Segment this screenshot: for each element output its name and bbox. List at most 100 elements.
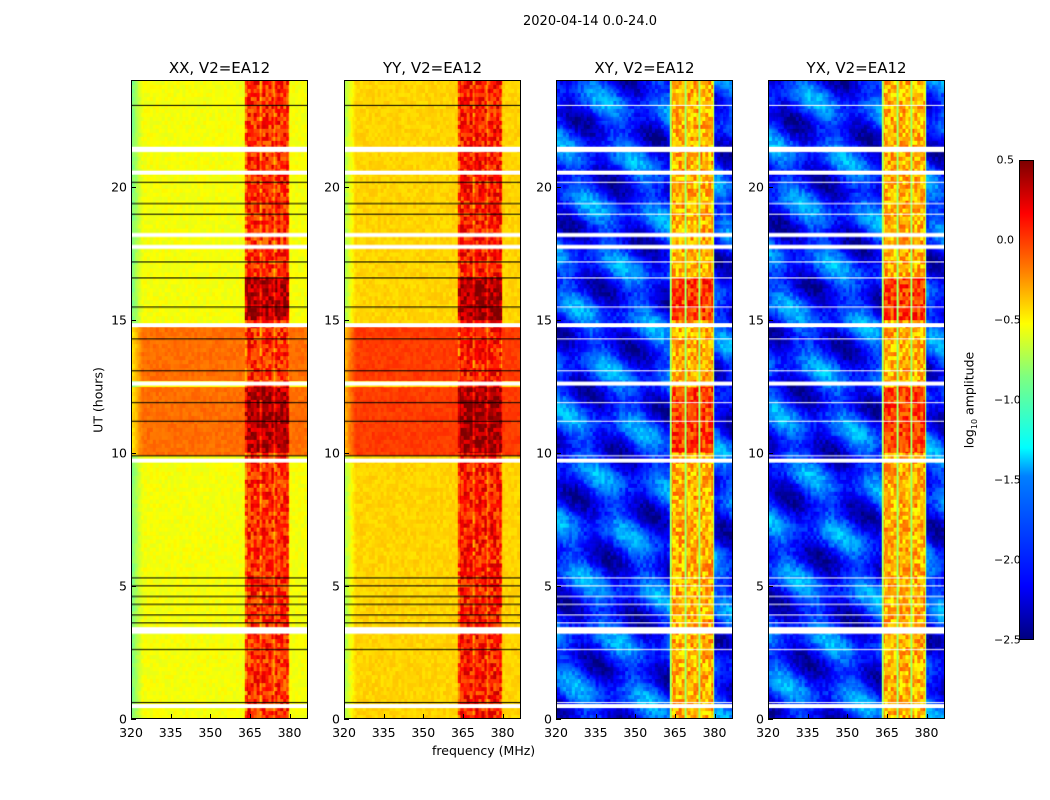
x-tick-mark	[170, 714, 172, 719]
heatmap-panel	[131, 80, 308, 719]
x-tick-label: 350	[623, 725, 648, 740]
y-tick-label: 10	[748, 445, 764, 461]
heatmap-cells	[769, 81, 944, 718]
y-axis-label: UT (hours)	[90, 367, 106, 433]
colorbar-tick-label: 0.5	[996, 153, 1015, 167]
y-tick-mark	[556, 452, 561, 454]
y-tick-label: 20	[324, 179, 340, 194]
y-tick-label: 0	[119, 711, 127, 727]
x-tick-label: 365	[874, 725, 899, 740]
y-tick-mark	[344, 452, 349, 454]
x-tick-mark	[383, 714, 385, 719]
x-tick-mark	[131, 714, 132, 719]
x-tick-label: 350	[835, 725, 860, 740]
heatmap-panel	[344, 80, 521, 719]
x-tick-label: 380	[702, 725, 727, 740]
x-tick-mark	[462, 714, 464, 719]
y-tick-label: 20	[748, 179, 764, 194]
y-tick-mark	[768, 319, 773, 321]
x-tick-mark	[926, 714, 928, 719]
x-tick-mark	[674, 714, 676, 719]
y-tick-label: 5	[119, 578, 127, 594]
x-tick-mark	[556, 714, 557, 719]
y-tick-label: 10	[324, 445, 340, 461]
heatmap-panel	[768, 80, 945, 719]
colorbar-tick-label: −2.5	[994, 633, 1021, 647]
y-tick-label: 5	[332, 578, 340, 594]
y-tick-label: 20	[111, 179, 127, 194]
x-tick-label: 335	[371, 725, 396, 740]
y-tick-mark	[556, 719, 561, 720]
y-tick-label: 15	[111, 312, 127, 328]
y-tick-label: 15	[748, 312, 764, 328]
x-tick-label: 320	[756, 725, 780, 740]
colorbar-label: log10 amplitude	[961, 351, 979, 449]
x-tick-label: 365	[662, 725, 687, 740]
y-tick-mark	[131, 719, 136, 720]
y-tick-label: 0	[332, 711, 340, 727]
x-tick-label: 335	[158, 725, 183, 740]
heatmap-panel	[556, 80, 733, 719]
y-tick-mark	[344, 186, 349, 188]
y-tick-label: 0	[544, 711, 552, 727]
y-tick-mark	[344, 585, 349, 587]
y-tick-label: 15	[324, 312, 340, 328]
x-tick-mark	[423, 714, 425, 719]
y-tick-mark	[344, 319, 349, 321]
y-tick-mark	[131, 319, 136, 321]
y-tick-mark	[768, 585, 773, 587]
x-tick-label: 380	[914, 725, 939, 740]
x-tick-mark	[289, 714, 291, 719]
x-tick-label: 365	[237, 725, 262, 740]
colorbar-tick-label: −1.5	[994, 473, 1021, 487]
y-tick-label: 10	[536, 445, 552, 461]
x-tick-label: 335	[583, 725, 608, 740]
x-tick-mark	[502, 714, 504, 719]
panel-title: XY, V2=EA12	[594, 59, 695, 77]
panel-title: YX, V2=EA12	[806, 59, 907, 77]
y-tick-mark	[131, 186, 136, 188]
y-tick-mark	[556, 585, 561, 587]
x-tick-mark	[807, 714, 809, 719]
y-tick-label: 15	[536, 312, 552, 328]
y-tick-mark	[556, 319, 561, 321]
x-tick-mark	[886, 714, 888, 719]
y-tick-label: 5	[756, 578, 764, 594]
panel-title: YY, V2=EA12	[382, 59, 483, 77]
y-tick-mark	[768, 186, 773, 188]
y-tick-label: 20	[536, 179, 552, 194]
colorbar	[1019, 160, 1034, 640]
x-tick-label: 320	[332, 725, 356, 740]
x-tick-mark	[249, 714, 251, 719]
heatmap-cells	[557, 81, 732, 718]
x-tick-mark	[768, 714, 769, 719]
x-tick-label: 320	[544, 725, 568, 740]
x-tick-label: 365	[450, 725, 475, 740]
heatmap-cells	[132, 81, 307, 718]
x-tick-label: 380	[490, 725, 515, 740]
x-axis-label: frequency (MHz)	[432, 743, 536, 758]
x-tick-label: 350	[198, 725, 223, 740]
y-tick-mark	[768, 719, 773, 720]
x-tick-mark	[714, 714, 716, 719]
y-tick-mark	[556, 186, 561, 188]
y-tick-mark	[131, 585, 136, 587]
x-tick-label: 335	[795, 725, 820, 740]
colorbar-tick-label: 0.0	[996, 233, 1015, 247]
y-tick-label: 0	[756, 711, 764, 727]
x-tick-label: 320	[119, 725, 143, 740]
x-tick-mark	[344, 714, 345, 719]
colorbar-tick-label: −2.0	[994, 553, 1021, 567]
x-tick-label: 380	[277, 725, 302, 740]
y-tick-label: 10	[111, 445, 127, 461]
x-tick-mark	[210, 714, 212, 719]
panel-title: XX, V2=EA12	[168, 59, 271, 77]
colorbar-tick-label: −1.0	[994, 393, 1021, 407]
y-tick-mark	[131, 452, 136, 454]
y-tick-mark	[344, 719, 349, 720]
y-tick-label: 5	[544, 578, 552, 594]
heatmap-cells	[345, 81, 520, 718]
x-tick-label: 350	[411, 725, 436, 740]
colorbar-tick-label: −0.5	[994, 313, 1021, 327]
